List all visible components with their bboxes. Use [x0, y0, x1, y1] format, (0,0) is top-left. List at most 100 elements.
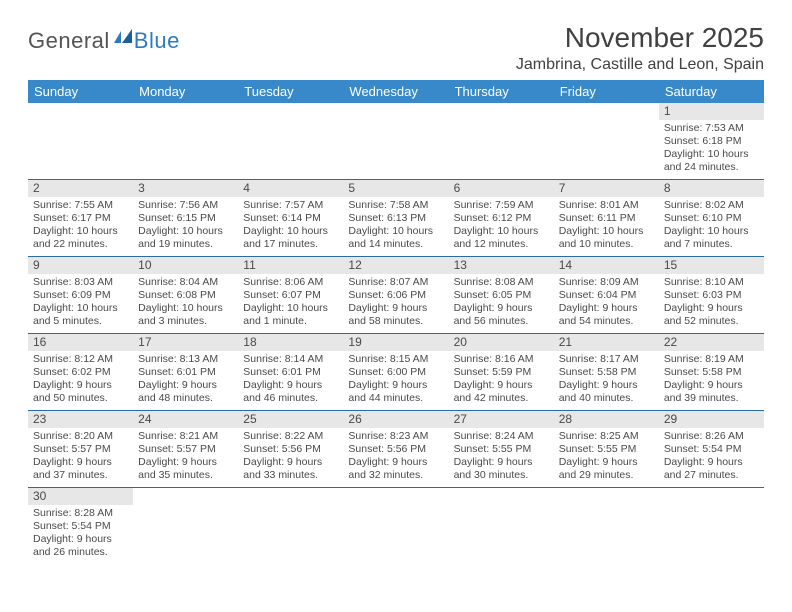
location-subtitle: Jambrina, Castille and Leon, Spain [516, 56, 764, 74]
day-content: Sunrise: 8:07 AMSunset: 6:06 PMDaylight:… [343, 274, 448, 331]
calendar-week-row: 9Sunrise: 8:03 AMSunset: 6:09 PMDaylight… [28, 257, 764, 334]
calendar-empty-cell [449, 488, 554, 565]
sunrise-text: Sunrise: 8:28 AM [33, 507, 128, 520]
daylight-text: Daylight: 9 hours and 52 minutes. [664, 302, 759, 328]
daylight-text: Daylight: 9 hours and 46 minutes. [243, 379, 338, 405]
title-block: November 2025 Jambrina, Castille and Leo… [516, 22, 764, 74]
sunrise-text: Sunrise: 7:56 AM [138, 199, 233, 212]
weekday-header-row: SundayMondayTuesdayWednesdayThursdayFrid… [28, 80, 764, 103]
sunrise-text: Sunrise: 7:58 AM [348, 199, 443, 212]
daylight-text: Daylight: 10 hours and 17 minutes. [243, 225, 338, 251]
weekday-header: Monday [133, 80, 238, 103]
sunset-text: Sunset: 6:13 PM [348, 212, 443, 225]
daylight-text: Daylight: 9 hours and 44 minutes. [348, 379, 443, 405]
sunrise-text: Sunrise: 8:07 AM [348, 276, 443, 289]
sunrise-text: Sunrise: 8:08 AM [454, 276, 549, 289]
daylight-text: Daylight: 9 hours and 30 minutes. [454, 456, 549, 482]
day-number: 25 [238, 411, 343, 428]
logo-text-blue: Blue [134, 28, 180, 54]
calendar-day-cell: 16Sunrise: 8:12 AMSunset: 6:02 PMDayligh… [28, 334, 133, 411]
calendar-body: 1Sunrise: 7:53 AMSunset: 6:18 PMDaylight… [28, 103, 764, 564]
day-content: Sunrise: 8:10 AMSunset: 6:03 PMDaylight:… [659, 274, 764, 331]
sunrise-text: Sunrise: 8:13 AM [138, 353, 233, 366]
sunrise-text: Sunrise: 8:16 AM [454, 353, 549, 366]
daylight-text: Daylight: 9 hours and 48 minutes. [138, 379, 233, 405]
calendar-day-cell: 14Sunrise: 8:09 AMSunset: 6:04 PMDayligh… [554, 257, 659, 334]
day-content: Sunrise: 8:23 AMSunset: 5:56 PMDaylight:… [343, 428, 448, 485]
sunset-text: Sunset: 6:05 PM [454, 289, 549, 302]
day-number: 5 [343, 180, 448, 197]
day-number: 10 [133, 257, 238, 274]
sunrise-text: Sunrise: 8:06 AM [243, 276, 338, 289]
daylight-text: Daylight: 9 hours and 39 minutes. [664, 379, 759, 405]
calendar-day-cell: 6Sunrise: 7:59 AMSunset: 6:12 PMDaylight… [449, 180, 554, 257]
day-number: 7 [554, 180, 659, 197]
sunrise-text: Sunrise: 8:09 AM [559, 276, 654, 289]
day-content: Sunrise: 8:12 AMSunset: 6:02 PMDaylight:… [28, 351, 133, 408]
sunset-text: Sunset: 6:15 PM [138, 212, 233, 225]
sunrise-text: Sunrise: 8:20 AM [33, 430, 128, 443]
daylight-text: Daylight: 9 hours and 26 minutes. [33, 533, 128, 559]
daylight-text: Daylight: 9 hours and 35 minutes. [138, 456, 233, 482]
day-content: Sunrise: 8:21 AMSunset: 5:57 PMDaylight:… [133, 428, 238, 485]
calendar-empty-cell [238, 103, 343, 180]
day-content: Sunrise: 8:02 AMSunset: 6:10 PMDaylight:… [659, 197, 764, 254]
daylight-text: Daylight: 9 hours and 54 minutes. [559, 302, 654, 328]
day-number: 17 [133, 334, 238, 351]
calendar-day-cell: 18Sunrise: 8:14 AMSunset: 6:01 PMDayligh… [238, 334, 343, 411]
day-content: Sunrise: 7:56 AMSunset: 6:15 PMDaylight:… [133, 197, 238, 254]
calendar-empty-cell [238, 488, 343, 565]
day-content: Sunrise: 8:04 AMSunset: 6:08 PMDaylight:… [133, 274, 238, 331]
sunrise-text: Sunrise: 7:57 AM [243, 199, 338, 212]
calendar-day-cell: 28Sunrise: 8:25 AMSunset: 5:55 PMDayligh… [554, 411, 659, 488]
calendar-day-cell: 23Sunrise: 8:20 AMSunset: 5:57 PMDayligh… [28, 411, 133, 488]
day-content: Sunrise: 7:55 AMSunset: 6:17 PMDaylight:… [28, 197, 133, 254]
calendar-day-cell: 11Sunrise: 8:06 AMSunset: 6:07 PMDayligh… [238, 257, 343, 334]
day-content: Sunrise: 8:15 AMSunset: 6:00 PMDaylight:… [343, 351, 448, 408]
sunset-text: Sunset: 5:56 PM [243, 443, 338, 456]
day-content: Sunrise: 8:17 AMSunset: 5:58 PMDaylight:… [554, 351, 659, 408]
day-content: Sunrise: 8:20 AMSunset: 5:57 PMDaylight:… [28, 428, 133, 485]
calendar-empty-cell [28, 103, 133, 180]
sunrise-text: Sunrise: 8:23 AM [348, 430, 443, 443]
sunrise-text: Sunrise: 8:17 AM [559, 353, 654, 366]
day-content: Sunrise: 8:01 AMSunset: 6:11 PMDaylight:… [554, 197, 659, 254]
sunrise-text: Sunrise: 8:19 AM [664, 353, 759, 366]
daylight-text: Daylight: 9 hours and 27 minutes. [664, 456, 759, 482]
daylight-text: Daylight: 9 hours and 40 minutes. [559, 379, 654, 405]
day-number: 14 [554, 257, 659, 274]
sunrise-text: Sunrise: 7:59 AM [454, 199, 549, 212]
daylight-text: Daylight: 10 hours and 12 minutes. [454, 225, 549, 251]
sunset-text: Sunset: 6:01 PM [243, 366, 338, 379]
day-content: Sunrise: 8:22 AMSunset: 5:56 PMDaylight:… [238, 428, 343, 485]
sunset-text: Sunset: 6:02 PM [33, 366, 128, 379]
day-number: 3 [133, 180, 238, 197]
calendar-day-cell: 10Sunrise: 8:04 AMSunset: 6:08 PMDayligh… [133, 257, 238, 334]
weekday-header: Tuesday [238, 80, 343, 103]
day-number: 29 [659, 411, 764, 428]
daylight-text: Daylight: 9 hours and 50 minutes. [33, 379, 128, 405]
day-content: Sunrise: 8:24 AMSunset: 5:55 PMDaylight:… [449, 428, 554, 485]
daylight-text: Daylight: 10 hours and 14 minutes. [348, 225, 443, 251]
calendar-day-cell: 8Sunrise: 8:02 AMSunset: 6:10 PMDaylight… [659, 180, 764, 257]
sunrise-text: Sunrise: 8:14 AM [243, 353, 338, 366]
sunrise-text: Sunrise: 8:04 AM [138, 276, 233, 289]
day-number: 28 [554, 411, 659, 428]
day-number: 15 [659, 257, 764, 274]
day-content: Sunrise: 8:14 AMSunset: 6:01 PMDaylight:… [238, 351, 343, 408]
sunrise-text: Sunrise: 7:53 AM [664, 122, 759, 135]
sunset-text: Sunset: 6:10 PM [664, 212, 759, 225]
weekday-header: Thursday [449, 80, 554, 103]
sunset-text: Sunset: 6:06 PM [348, 289, 443, 302]
logo-text-general: General [28, 28, 110, 54]
daylight-text: Daylight: 9 hours and 56 minutes. [454, 302, 549, 328]
sunrise-text: Sunrise: 8:12 AM [33, 353, 128, 366]
sunset-text: Sunset: 5:55 PM [559, 443, 654, 456]
day-number: 13 [449, 257, 554, 274]
day-content: Sunrise: 8:13 AMSunset: 6:01 PMDaylight:… [133, 351, 238, 408]
flag-icon [114, 29, 134, 50]
calendar-day-cell: 29Sunrise: 8:26 AMSunset: 5:54 PMDayligh… [659, 411, 764, 488]
sunset-text: Sunset: 6:01 PM [138, 366, 233, 379]
calendar-day-cell: 13 Sunrise: 8:08 AMSunset: 6:05 PMDayligh… [449, 257, 554, 334]
daylight-text: Daylight: 10 hours and 10 minutes. [559, 225, 654, 251]
